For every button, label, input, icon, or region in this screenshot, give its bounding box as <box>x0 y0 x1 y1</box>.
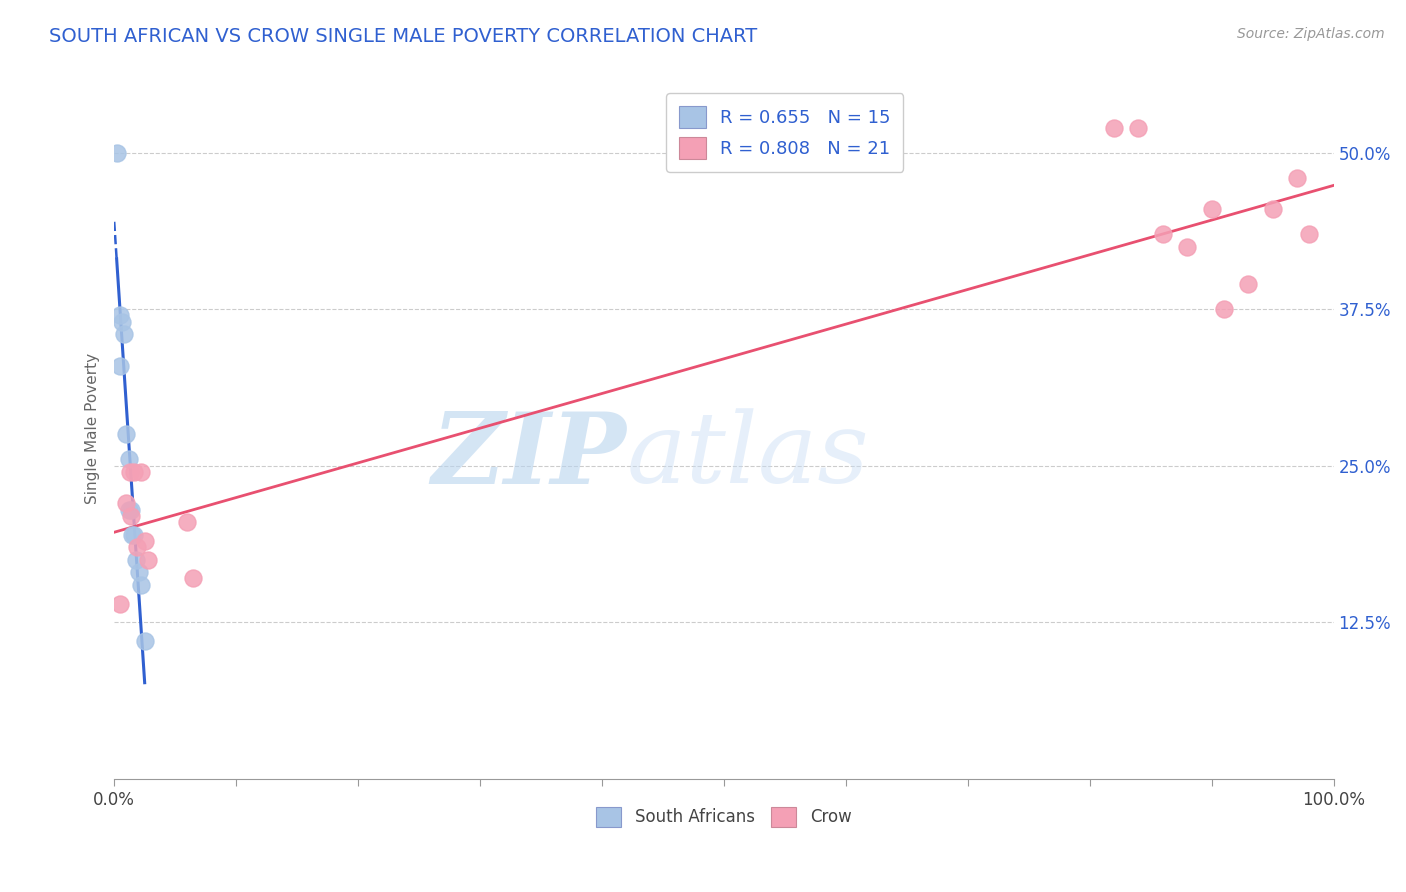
Point <box>115 427 138 442</box>
Point <box>120 502 142 516</box>
Point <box>110 315 132 329</box>
Point <box>1102 120 1125 135</box>
Point <box>122 465 145 479</box>
Point <box>134 533 156 548</box>
Point <box>110 359 132 373</box>
Point <box>121 527 143 541</box>
Point <box>118 465 141 479</box>
Point <box>176 515 198 529</box>
Legend: South Africans, Crow: South Africans, Crow <box>589 800 858 834</box>
Point <box>127 540 149 554</box>
Point <box>105 145 128 160</box>
Text: ZIP: ZIP <box>432 408 626 505</box>
Point <box>134 634 156 648</box>
Text: SOUTH AFRICAN VS CROW SINGLE MALE POVERTY CORRELATION CHART: SOUTH AFRICAN VS CROW SINGLE MALE POVERT… <box>49 27 758 45</box>
Point <box>183 572 205 586</box>
Text: Source: ZipAtlas.com: Source: ZipAtlas.com <box>1237 27 1385 41</box>
Text: atlas: atlas <box>626 409 869 504</box>
Point <box>1152 227 1174 241</box>
Point <box>118 452 141 467</box>
Point <box>128 566 150 580</box>
Point <box>118 502 141 516</box>
Point <box>110 597 132 611</box>
Point <box>122 527 145 541</box>
Point <box>1212 302 1234 317</box>
Point <box>120 508 142 523</box>
Y-axis label: Single Male Poverty: Single Male Poverty <box>86 352 100 504</box>
Point <box>1201 202 1223 216</box>
Point <box>115 496 138 510</box>
Point <box>1128 120 1150 135</box>
Point <box>1261 202 1284 216</box>
Point <box>136 552 159 566</box>
Point <box>129 578 152 592</box>
Point <box>129 465 152 479</box>
Point <box>1175 239 1198 253</box>
Point <box>112 327 135 342</box>
Point <box>110 309 132 323</box>
Point <box>1285 170 1308 185</box>
Point <box>1237 277 1260 292</box>
Point <box>1298 227 1320 241</box>
Point <box>125 552 148 566</box>
